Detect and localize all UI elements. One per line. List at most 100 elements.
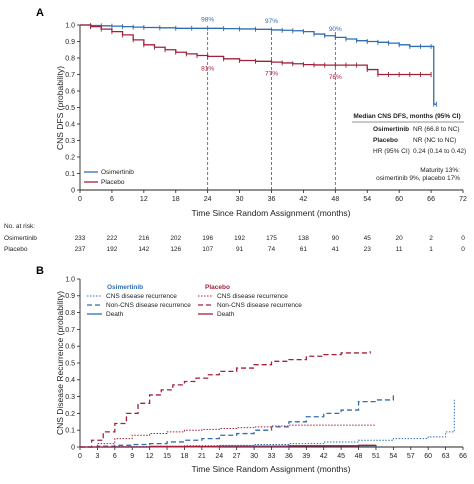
panel-a-x-tick-label: 24 [204, 196, 212, 203]
at-risk-value: 126 [170, 246, 181, 253]
series-line-osimertinib-cns-disease-recurrence [80, 398, 455, 448]
panel-b-x-tick-label: 48 [355, 453, 363, 460]
panel-b-x-tick-label: 24 [215, 453, 223, 460]
panel-b-x-tick-label: 27 [233, 453, 241, 460]
panel-b-x-tick-label: 12 [146, 453, 154, 460]
panel-b-x-tick-label: 51 [372, 453, 380, 460]
at-risk-value: 216 [138, 235, 149, 242]
panel-a-x-tick-label: 36 [268, 196, 276, 203]
at-risk-title: No. at risk: [4, 223, 35, 230]
panel-a-y-tick-label: 0.2 [65, 154, 75, 161]
panel-a-annotations: 98% 97% 90% 81% 77% 76% [201, 16, 342, 81]
at-risk-value: 222 [106, 235, 117, 242]
legend-item-label: Non-CNS disease recurrence [106, 302, 191, 309]
panel-a-y-tick-label: 0.6 [65, 88, 75, 95]
panel-a-y-ticks: 0 0.1 0.2 0.3 0.4 0.5 0.6 0.7 0.8 0.9 1.0 [65, 22, 80, 194]
median-table-row-value: NR (66.8 to NC) [413, 126, 460, 133]
panel-a-y-tick-label: 0.9 [65, 39, 75, 46]
at-risk-value: 175 [266, 235, 277, 242]
landmark-percent-label: 98% [201, 16, 214, 23]
legend-item-label: Death [106, 311, 124, 318]
panel-b-x-ticks: 0 3 6 9 12 15 18 21 24 27 30 33 36 39 42 45 48 51 54 57 60 63… [78, 447, 467, 460]
panel-b-x-tick-label: 30 [250, 453, 258, 460]
legend-placebo-label: Placebo [101, 179, 125, 186]
at-risk-value: 91 [236, 246, 244, 253]
panel-b-x-tick-label: 0 [78, 453, 82, 460]
panel-a-y-tick-label: 0.5 [65, 105, 75, 112]
panel-b-y-tick-label: 0.6 [65, 344, 75, 351]
panel-b-series [80, 351, 455, 448]
panel-a-x-tick-label: 60 [395, 196, 403, 203]
at-risk-row-label: Placebo [4, 246, 28, 253]
series-line-placebo-death [80, 444, 377, 448]
panel-b-x-tick-label: 45 [337, 453, 345, 460]
at-risk-value: 2 [429, 235, 433, 242]
at-risk-value: 192 [106, 246, 117, 253]
at-risk-value: 41 [332, 246, 340, 253]
median-table-row-value: 0.24 (0.14 to 0.42) [413, 148, 466, 155]
panel-a-x-tick-label: 66 [427, 196, 435, 203]
series-line-placebo [80, 24, 432, 76]
panel-b-y-ticks: 0 0.1 0.2 0.3 0.4 0.5 0.6 0.7 0.8 0.9 1.0 [65, 276, 80, 451]
panel-a-x-tick-label: 18 [172, 196, 180, 203]
panel-b-y-axis-label: CNS Disease Recurrence (probability) [55, 291, 65, 435]
panel-a-landmark-lines [207, 32, 336, 190]
panel-b-label: B [36, 265, 44, 277]
panel-b-x-tick-label: 6 [113, 453, 117, 460]
panel-b-x-tick-label: 33 [268, 453, 276, 460]
at-risk-value: 90 [332, 235, 340, 242]
legend-item-label: CNS disease recurrence [106, 293, 177, 300]
panel-a-x-tick-label: 48 [331, 196, 339, 203]
panel-a-x-tick-label: 54 [363, 196, 371, 203]
panel-a-label: A [36, 7, 44, 19]
panel-a-y-tick-label: 0.7 [65, 72, 75, 79]
landmark-percent-label: 81% [201, 65, 214, 72]
at-risk-value: 237 [75, 246, 86, 253]
panel-b-legend: Osimertinib CNS disease recurrence Non-C… [87, 284, 302, 318]
panel-b-y-tick-label: 0.5 [65, 360, 75, 367]
panel-a-y-tick-label: 0 [71, 187, 75, 194]
landmark-percent-label: 76% [329, 74, 342, 81]
panel-b-x-tick-label: 21 [198, 453, 206, 460]
legend-osimertinib-label: Osimertinib [101, 169, 134, 176]
legend-group-title: Placebo [205, 284, 230, 291]
series-line-placebo-cns-disease-recurrence [80, 424, 376, 448]
panel-a-y-axis-label: CNS DFS (probability) [55, 66, 65, 150]
panel-b-x-tick-label: 60 [424, 453, 432, 460]
at-risk-value: 23 [364, 246, 372, 253]
panel-a-x-tick-label: 6 [110, 196, 114, 203]
panel-a-y-tick-label: 0.3 [65, 138, 75, 145]
landmark-percent-label: 90% [329, 26, 342, 33]
panel-b-x-tick-label: 15 [163, 453, 171, 460]
at-risk-value: 107 [202, 246, 213, 253]
panel-a-x-tick-label: 30 [236, 196, 244, 203]
panel-b-x-tick-label: 57 [407, 453, 415, 460]
at-risk-value: 11 [396, 246, 403, 253]
panel-b-x-tick-label: 66 [459, 453, 467, 460]
panel-b-y-tick-label: 0.8 [65, 310, 75, 317]
at-risk-value: 20 [396, 235, 404, 242]
panel-b-y-tick-label: 0.3 [65, 394, 75, 401]
legend-item-label: Non-CNS disease recurrence [217, 302, 302, 309]
panel-b-x-tick-label: 9 [130, 453, 134, 460]
panel-b-y-tick-label: 0.7 [65, 327, 75, 334]
median-table: Median CNS DFS, months (95% CI) Osimerti… [352, 113, 466, 182]
series-line-osimertinib-non-cns-disease-recurrence [80, 394, 395, 448]
panel-a-x-tick-label: 0 [78, 196, 82, 203]
landmark-percent-label: 97% [265, 18, 278, 25]
panel-b-y-tick-label: 0.1 [65, 428, 75, 435]
panel-b-y-tick-label: 0.2 [65, 411, 75, 418]
panel-a-x-tick-label: 72 [459, 196, 467, 203]
at-risk-value: 192 [234, 235, 245, 242]
median-table-row-value: NR (NC to NC) [413, 137, 456, 144]
at-risk-value: 142 [138, 246, 149, 253]
panel-a-x-tick-label: 42 [300, 196, 308, 203]
panel-a-y-tick-label: 1.0 [65, 22, 75, 29]
median-table-title: Median CNS DFS, months (95% CI) [353, 113, 460, 120]
at-risk-value: 61 [300, 246, 308, 253]
panel-b-x-tick-label: 42 [320, 453, 328, 460]
panel-b-x-tick-label: 36 [285, 453, 293, 460]
